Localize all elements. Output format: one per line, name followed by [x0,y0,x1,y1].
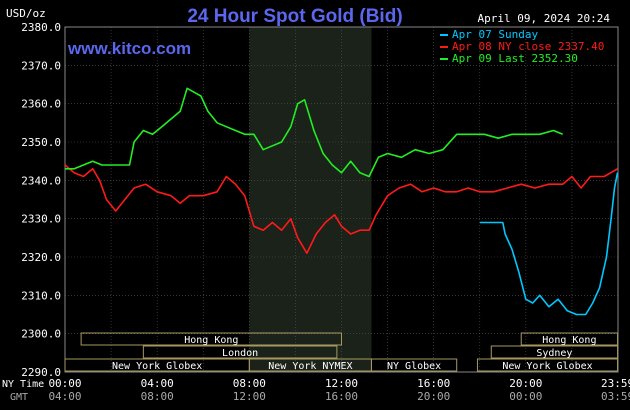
y-tick-label: 2360.0 [21,98,61,111]
x-tick-ny: 04:00 [141,377,174,390]
x-tick-gmt: 16:00 [325,390,358,403]
legend-label-2: Apr 09 Last 2352.30 [452,52,578,65]
legend-label-1: Apr 08 NY close 2337.40 [452,40,604,53]
legend-label-0: Apr 07 Sunday [452,28,538,41]
x-axis-ticks: 00:0004:0008:0012:0016:0020:0023:5904:00… [48,377,630,403]
session-box [476,358,619,372]
session-label: New York NYMEX [268,361,352,372]
ny-time-label: NY Time [2,379,44,390]
x-tick-ny: 12:00 [325,377,358,390]
session-label: New York Globex [502,361,592,372]
session-label: New York Globex [112,361,202,372]
sessions-panel: Hong Kong London New York Globex New York N… [64,332,619,372]
session-label: NY Globex [387,361,441,372]
x-tick-ny: 08:00 [233,377,266,390]
y-tick-label: 2290.0 [21,366,61,379]
gmt-label: GMT [10,392,28,403]
session-box [80,332,342,346]
chart-title: 24 Hour Spot Gold (Bid) [187,6,402,27]
x-tick-gmt: 04:00 [48,390,81,403]
shaded-band [249,27,372,372]
y-tick-label: 2310.0 [21,289,61,302]
session-label: Sydney [536,348,572,359]
x-tick-ny: 00:00 [48,377,81,390]
x-tick-ny: 16:00 [417,377,450,390]
nymex-shaded-region [249,27,372,372]
session-label: Hong Kong [184,335,238,346]
y-tick-label: 2380.0 [21,21,61,34]
y-axis-ticks: 2290.0 2300.0 2310.0 2320.0 2330.0 2340.0 2350… [21,21,61,379]
y-tick-label: 2340.0 [21,174,61,187]
y-tick-label: 2320.0 [21,251,61,264]
session-box [490,345,619,359]
y-tick-label: 2300.0 [21,328,61,341]
session-label: London [222,348,258,359]
series-line-2 [479,172,619,316]
series-line-1 [65,87,564,178]
website-label: www.kitco.com [67,39,191,58]
session-label: Hong Kong [542,335,596,346]
x-tick-gmt: 00:00 [509,390,542,403]
y-tick-label: 2370.0 [21,59,61,72]
legend-swatch-0 [440,34,448,36]
plot-frame [64,26,619,373]
legend-swatch-1 [440,46,448,48]
legend: Apr 07 Sunday Apr 08 NY close 2337.40 Ap… [440,28,604,65]
x-tick-ny: 23:59 [601,377,630,390]
series-line-0 [64,164,618,254]
x-tick-gmt: 08:00 [141,390,174,403]
session-box [370,358,458,372]
x-tick-ny: 20:00 [509,377,542,390]
session-box [520,332,619,346]
series-layer [64,87,619,316]
x-tick-gmt: 12:00 [233,390,266,403]
legend-swatch-2 [440,58,448,60]
x-tick-gmt: 03:59 [601,390,630,403]
x-tick-gmt: 20:00 [417,390,450,403]
unit-label: USD/oz [6,7,46,20]
session-box [142,345,338,359]
date-label: April 09, 2024 20:24 [478,12,611,25]
y-tick-label: 2330.0 [21,213,61,226]
y-tick-label: 2350.0 [21,136,61,149]
